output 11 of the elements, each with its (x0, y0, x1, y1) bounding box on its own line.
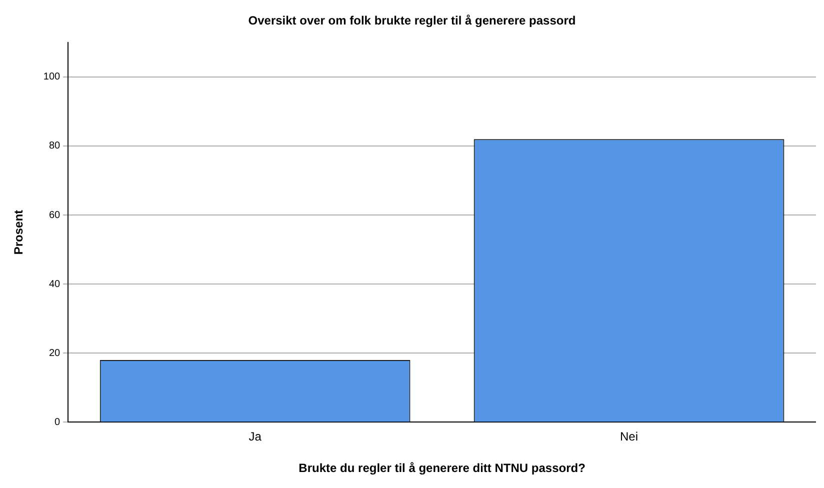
x-tick-label: Ja (248, 430, 262, 444)
y-tick-label: 100 (43, 72, 61, 83)
y-axis-title: Prosent (12, 210, 26, 255)
y-tick-label: 40 (48, 278, 61, 290)
y-tick-label: 60 (48, 210, 61, 221)
chart-title: Oversikt over om folk brukte regler til å generere passord (248, 14, 576, 28)
x-tick-label: Nei (620, 430, 638, 444)
y-tick-label: 20 (48, 348, 61, 359)
y-tick-label: 80 (48, 140, 61, 152)
y-tick-label: 0 (54, 416, 61, 428)
x-axis-title: Brukte du regler til å generere ditt NTNU passord? (298, 461, 586, 476)
